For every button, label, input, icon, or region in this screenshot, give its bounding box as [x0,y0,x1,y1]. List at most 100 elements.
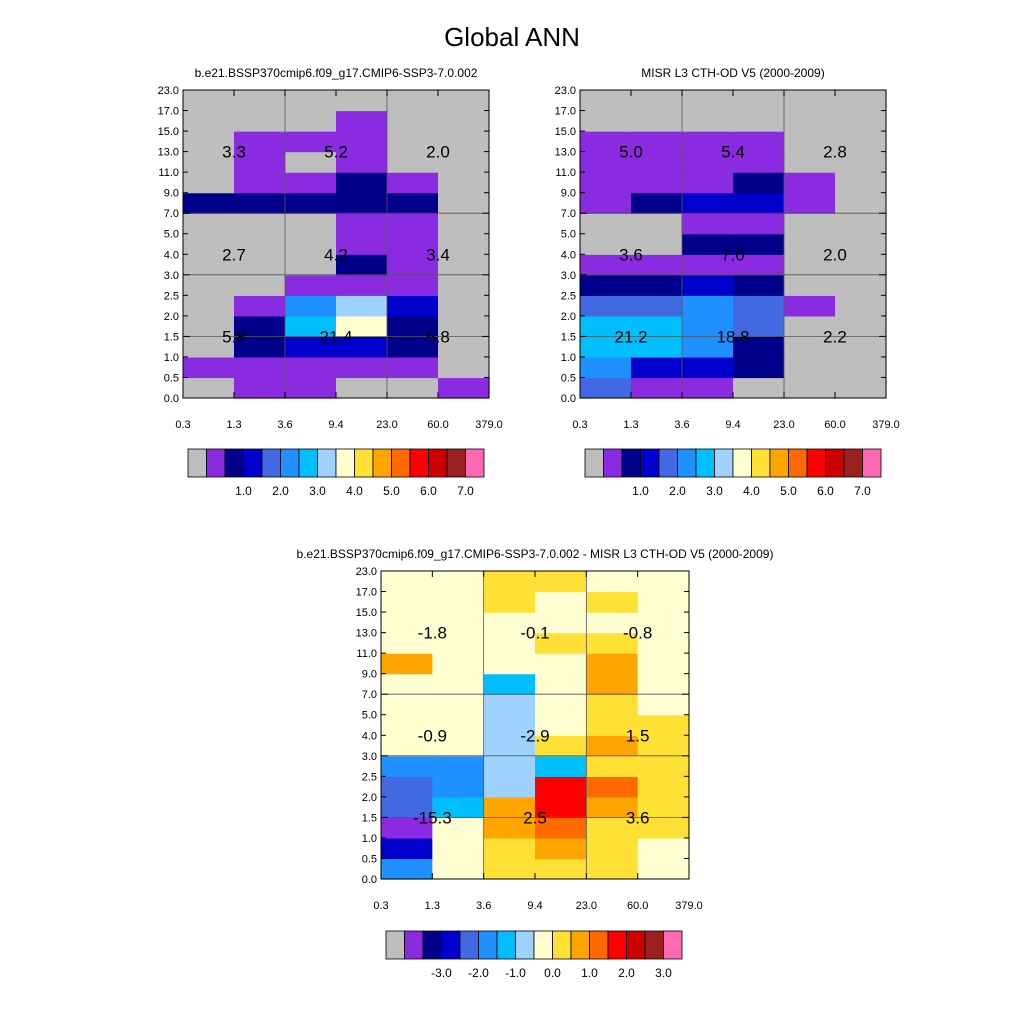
x-tick-label: 0.3 [175,419,190,431]
heatmap-cell [580,233,632,255]
y-tick-label: 7.0 [362,689,377,701]
colorbar-box [825,448,845,478]
heatmap-cell [784,274,836,296]
y-tick-label: 2.0 [164,311,179,323]
heatmap-cell [381,591,433,613]
heatmap-cell [387,254,439,276]
colorbar-box [515,930,535,960]
heatmap-cell [535,817,587,839]
heatmap-cell [535,858,587,880]
heatmap-cell [432,694,485,716]
heatmap-cell [438,315,490,337]
colorbar-box [663,930,683,960]
heatmap-cell [183,172,235,194]
heatmap-cell [580,172,632,194]
heatmap-cell [784,151,836,173]
heatmap-cell [733,377,785,399]
y-tick-label: 15.0 [555,126,576,138]
heatmap-cell [483,858,536,880]
heatmap-cell [682,192,734,214]
heatmap-cell [682,131,734,153]
heatmap-cell [285,110,337,132]
heatmap-cell [336,90,388,112]
heatmap-cell [835,151,887,173]
heatmap-cell [381,653,433,675]
heatmap-cell [631,213,683,235]
box-mean-label: 2.0 [823,245,847,264]
heatmap-cell [784,336,836,358]
heatmap-cell [381,755,433,777]
colorbar-box [428,448,448,478]
y-tick-label: 1.5 [164,331,179,343]
heatmap-cell [483,837,536,860]
box-mean-label: 3.3 [222,143,246,162]
heatmap-cell [580,110,632,132]
heatmap-cell [580,192,632,214]
colorbar-box [409,448,429,478]
heatmap-cell [285,233,337,255]
y-tick-label: 4.0 [362,730,377,742]
heatmap-cell [631,192,683,214]
y-tick-label: 4.0 [164,249,179,261]
heatmap-cell [637,571,690,593]
heatmap-cell [784,110,836,132]
heatmap-cell [535,796,587,818]
y-tick-label: 11.0 [356,648,377,660]
y-tick-label: 2.0 [362,792,377,804]
heatmap-cell [637,714,690,736]
heatmap-cell [580,295,632,317]
heatmap-cell [483,653,536,675]
heatmap-cell [733,315,785,337]
y-tick-label: 7.0 [561,208,576,220]
box-mean-label: 2.0 [426,143,450,162]
box-mean-label: -1.8 [418,624,447,643]
heatmap-cell [234,131,286,153]
heatmap-cell [637,776,690,798]
heatmap-cell [483,612,536,634]
heatmap-cell [682,213,734,235]
colorbar-box [335,448,355,478]
heatmap-cell [387,172,439,194]
colorbar-box [243,448,263,478]
heatmap-cell [387,336,439,358]
heatmap-cell [682,90,734,112]
heatmap-cell [586,858,639,880]
heatmap-cell [784,254,836,276]
colorbar-label: 2.0 [272,484,289,498]
heatmap-cell [438,254,490,276]
y-tick-label: 2.5 [164,290,179,302]
heatmap-cell [682,295,734,317]
heatmap-cell [387,151,439,173]
colorbar-box [206,448,226,478]
heatmap-cell [631,131,683,153]
heatmap-cell [183,274,235,296]
colorbar-box [422,930,442,960]
y-tick-label: 0.5 [164,372,179,384]
x-tick-label: 0.3 [572,419,587,431]
box-mean-label: -0.8 [623,624,652,643]
heatmap-cell [183,356,235,379]
heatmap-cell [535,776,587,798]
heatmap-cell [336,151,388,173]
heatmap-cell [586,837,639,860]
heatmap-cell [483,817,536,839]
x-tick-label: 9.4 [725,419,740,431]
heatmap-cell [336,315,388,337]
heatmap-cell [387,233,439,255]
x-tick-label: 1.3 [623,419,638,431]
heatmap-cell [682,356,734,379]
heatmap-cell [234,192,286,214]
heatmap-cell [387,110,439,132]
heatmap-cell [234,315,286,337]
heatmap-cell [580,90,632,112]
heatmap-cell [580,377,632,399]
x-tick-label: 0.3 [373,900,388,912]
box-mean-label: -0.1 [520,624,549,643]
heatmap-cell [733,192,785,214]
heatmap-cell [387,192,439,214]
heatmap-cell [631,254,683,276]
panel-difference: b.e21.BSSP370cmip6.f09_g17.CMIP6-SSP3-7.… [297,547,774,980]
colorbar-label: 0.0 [544,966,561,980]
heatmap-cell [733,151,785,173]
heatmap-cell [438,192,490,214]
